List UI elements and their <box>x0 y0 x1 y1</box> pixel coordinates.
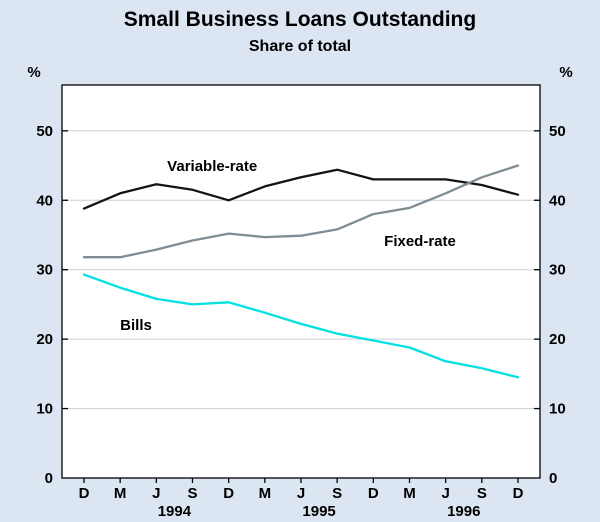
y-tick-label-right-40: 40 <box>549 192 566 209</box>
x-tick-label-9: M <box>403 485 416 502</box>
y-tick-label-left-30: 30 <box>36 262 53 279</box>
y-tick-label-left-20: 20 <box>36 331 53 348</box>
chart-title: Small Business Loans Outstanding <box>123 8 477 31</box>
chart-subtitle: Share of total <box>248 38 352 55</box>
y-tick-label-left-0: 0 <box>45 470 53 487</box>
y-tick-label-right-20: 20 <box>549 331 566 348</box>
y-axis-unit-right: % <box>559 64 573 81</box>
plot-area <box>62 85 540 478</box>
year-label-1994: 1994 <box>158 503 192 520</box>
x-tick-label-6: J <box>297 485 305 502</box>
y-tick-label-left-40: 40 <box>36 192 53 209</box>
year-label-1995: 1995 <box>302 503 335 520</box>
x-tick-label-1: M <box>114 485 127 502</box>
y-axis-unit-left: % <box>27 64 41 81</box>
y-tick-label-left-50: 50 <box>36 123 53 140</box>
annotation-bills: Bills <box>120 317 152 334</box>
annotation-variable-rate: Variable-rate <box>167 158 257 175</box>
chart-line-bills <box>82 273 520 379</box>
chart-line-variable-rate <box>82 168 520 210</box>
x-tick-label-0: D <box>79 485 90 502</box>
annotation-fixed-rate: Fixed-rate <box>384 233 456 250</box>
y-tick-label-left-10: 10 <box>36 401 53 418</box>
x-tick-label-4: D <box>223 485 234 502</box>
y-tick-label-right-30: 30 <box>549 262 566 279</box>
x-tick-label-8: D <box>368 485 379 502</box>
x-tick-label-11: S <box>477 485 487 502</box>
x-tick-label-5: M <box>259 485 272 502</box>
year-label-1996: 1996 <box>447 503 480 520</box>
y-tick-label-right-0: 0 <box>549 470 557 487</box>
x-tick-label-3: S <box>187 485 197 502</box>
x-tick-label-12: D <box>513 485 524 502</box>
chart-line-fixed-rate <box>82 164 520 259</box>
x-tick-label-7: S <box>332 485 342 502</box>
y-tick-label-right-50: 50 <box>549 123 566 140</box>
x-tick-label-10: J <box>441 485 449 502</box>
x-tick-label-2: J <box>152 485 160 502</box>
y-tick-label-right-10: 10 <box>549 401 566 418</box>
